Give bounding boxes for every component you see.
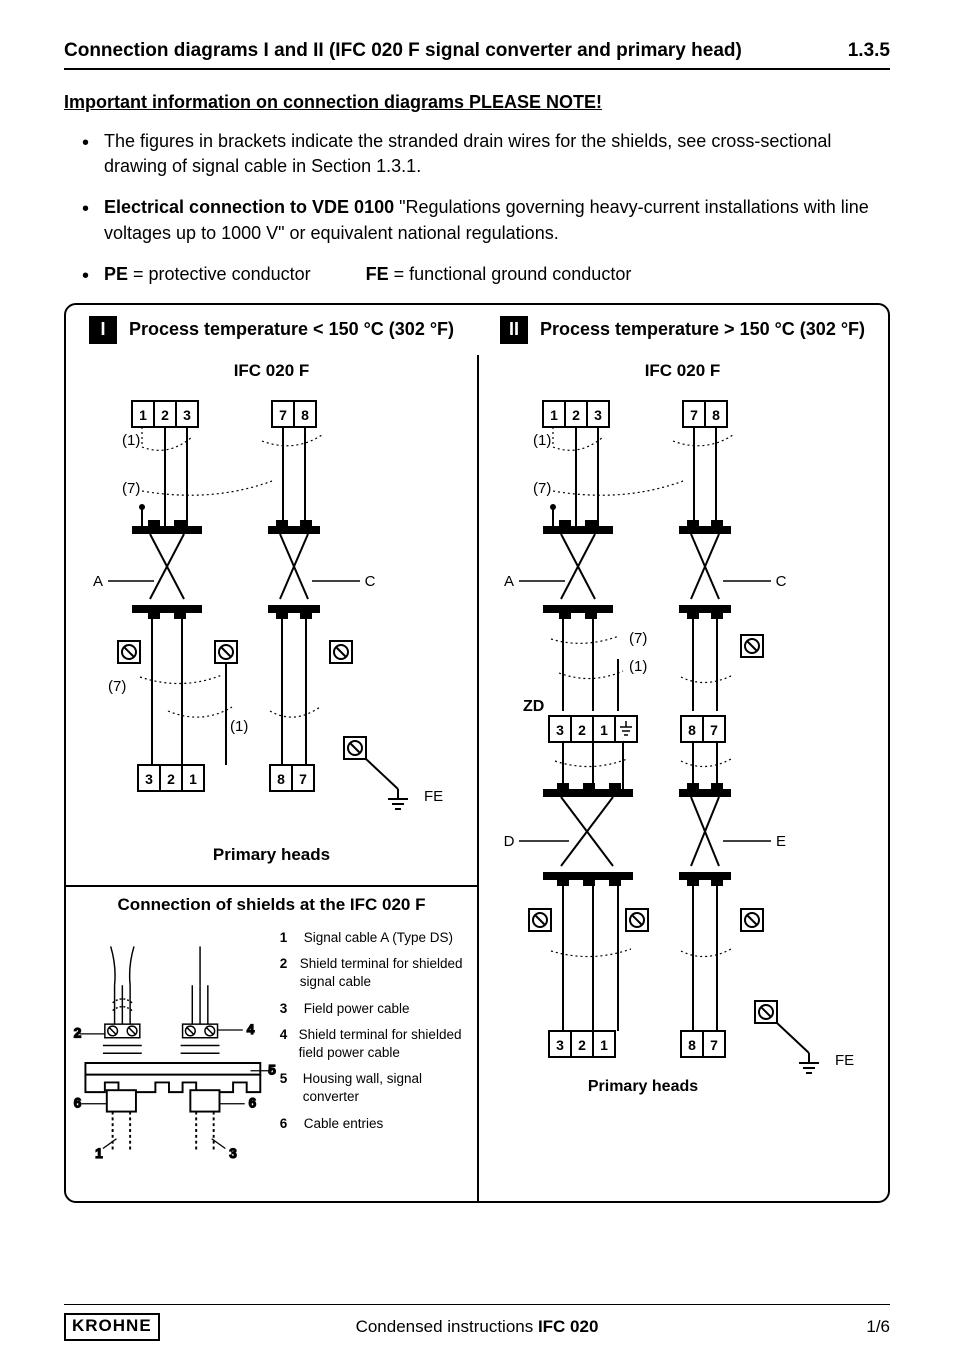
svg-text:(7): (7) (122, 480, 140, 497)
left-roman-badge: I (89, 316, 117, 344)
svg-text:2: 2 (572, 407, 580, 423)
right-roman-badge: II (500, 316, 528, 344)
diagram-right-panel: IFC 020 F 1 2 3 7 (477, 355, 888, 1201)
svg-text:3: 3 (594, 407, 602, 423)
brand-logo: KROHNE (64, 1313, 160, 1341)
section-number: 1.3.5 (848, 40, 890, 62)
svg-text:A: A (503, 573, 513, 590)
svg-text:1: 1 (95, 1146, 103, 1161)
svg-text:8: 8 (688, 1037, 696, 1053)
svg-text:C: C (775, 573, 786, 590)
svg-text:E: E (775, 833, 785, 850)
legend-num: 6 (280, 1115, 294, 1133)
svg-text:8: 8 (712, 407, 720, 423)
svg-text:3: 3 (556, 1037, 564, 1053)
legend-num: 5 (280, 1070, 293, 1106)
svg-text:Primary heads: Primary heads (587, 1078, 697, 1095)
svg-text:C: C (364, 573, 375, 590)
svg-text:(7): (7) (108, 678, 126, 695)
diagram-left-panel: IFC 020 F 1 2 3 7 (66, 355, 477, 885)
shield-panel-title: Connection of shields at the IFC 020 F (66, 895, 477, 915)
left-panel-caption: Primary heads (66, 845, 477, 865)
subheading: Important information on connection diag… (64, 92, 890, 113)
info-bullet: The figures in brackets indicate the str… (82, 129, 890, 179)
svg-text:3: 3 (183, 407, 191, 423)
svg-text:8: 8 (277, 771, 285, 787)
svg-text:3: 3 (556, 722, 564, 738)
svg-text:2: 2 (167, 771, 175, 787)
legend-num: 2 (280, 955, 290, 991)
svg-text:4: 4 (247, 1022, 255, 1037)
shield-panel: Connection of shields at the IFC 020 F (66, 885, 477, 1201)
legend-num: 3 (280, 1000, 294, 1018)
right-header-text: Process temperature > 150 °C (302 °F) (540, 319, 865, 340)
svg-text:6: 6 (249, 1096, 257, 1111)
info-bullet: Electrical connection to VDE 0100 "Regul… (82, 195, 890, 245)
svg-text:D: D (503, 833, 514, 850)
svg-text:1: 1 (139, 407, 147, 423)
svg-text:2: 2 (578, 722, 586, 738)
left-header-text: Process temperature < 150 °C (302 °F) (129, 319, 454, 340)
svg-text:5: 5 (268, 1063, 276, 1078)
svg-text:ZD: ZD (523, 698, 544, 715)
svg-text:2: 2 (578, 1037, 586, 1053)
svg-text:1: 1 (550, 407, 558, 423)
svg-text:3: 3 (229, 1146, 237, 1161)
svg-text:8: 8 (688, 722, 696, 738)
svg-text:6: 6 (74, 1096, 82, 1111)
svg-text:7: 7 (279, 407, 287, 423)
right-panel-title: IFC 020 F (477, 361, 888, 381)
info-bullet: PE = protective conductor FE = functiona… (82, 262, 890, 287)
svg-text:(7): (7) (533, 480, 551, 497)
svg-text:(1): (1) (122, 432, 140, 449)
footer-center-text: Condensed instructions IFC 020 (356, 1317, 599, 1337)
page-number: 1/6 (866, 1317, 890, 1337)
diagram-left-svg: 1 2 3 7 8 (1) (7) (72, 381, 472, 841)
svg-text:7: 7 (710, 722, 718, 738)
svg-text:2: 2 (161, 407, 169, 423)
info-bullet-list: The figures in brackets indicate the str… (64, 129, 890, 287)
svg-text:FE: FE (424, 788, 443, 805)
legend-text: Field power cable (304, 1000, 410, 1018)
shield-svg: 2 4 5 6 6 1 3 (66, 921, 280, 1203)
svg-text:1: 1 (189, 771, 197, 787)
svg-text:A: A (92, 573, 102, 590)
legend-num: 4 (280, 1026, 289, 1062)
svg-text:(1): (1) (230, 718, 248, 735)
page-title: Connection diagrams I and II (IFC 020 F … (64, 40, 742, 62)
svg-text:3: 3 (145, 771, 153, 787)
svg-text:1: 1 (600, 1037, 608, 1053)
svg-text:8: 8 (301, 407, 309, 423)
svg-text:1: 1 (600, 722, 608, 738)
legend-num: 1 (280, 929, 294, 947)
svg-text:7: 7 (710, 1037, 718, 1053)
svg-text:7: 7 (690, 407, 698, 423)
legend-text: Shield terminal for shielded signal cabl… (300, 955, 469, 991)
svg-text:2: 2 (74, 1026, 82, 1041)
svg-text:FE: FE (835, 1052, 854, 1069)
svg-text:(7): (7) (629, 630, 647, 647)
legend-text: Cable entries (304, 1115, 384, 1133)
legend-text: Housing wall, signal converter (303, 1070, 469, 1106)
left-panel-title: IFC 020 F (66, 361, 477, 381)
diagram-right-svg: 1 2 3 7 8 (1) (7) (483, 381, 883, 1161)
svg-text:(1): (1) (533, 432, 551, 449)
legend-text: Signal cable A (Type DS) (304, 929, 453, 947)
diagrams-container: I Process temperature < 150 °C (302 °F) … (64, 303, 890, 1203)
legend-text: Shield terminal for shielded field power… (299, 1026, 469, 1062)
svg-text:7: 7 (299, 771, 307, 787)
shield-legend: 1Signal cable A (Type DS) 2Shield termin… (280, 921, 477, 1203)
svg-text:(1): (1) (629, 658, 647, 675)
